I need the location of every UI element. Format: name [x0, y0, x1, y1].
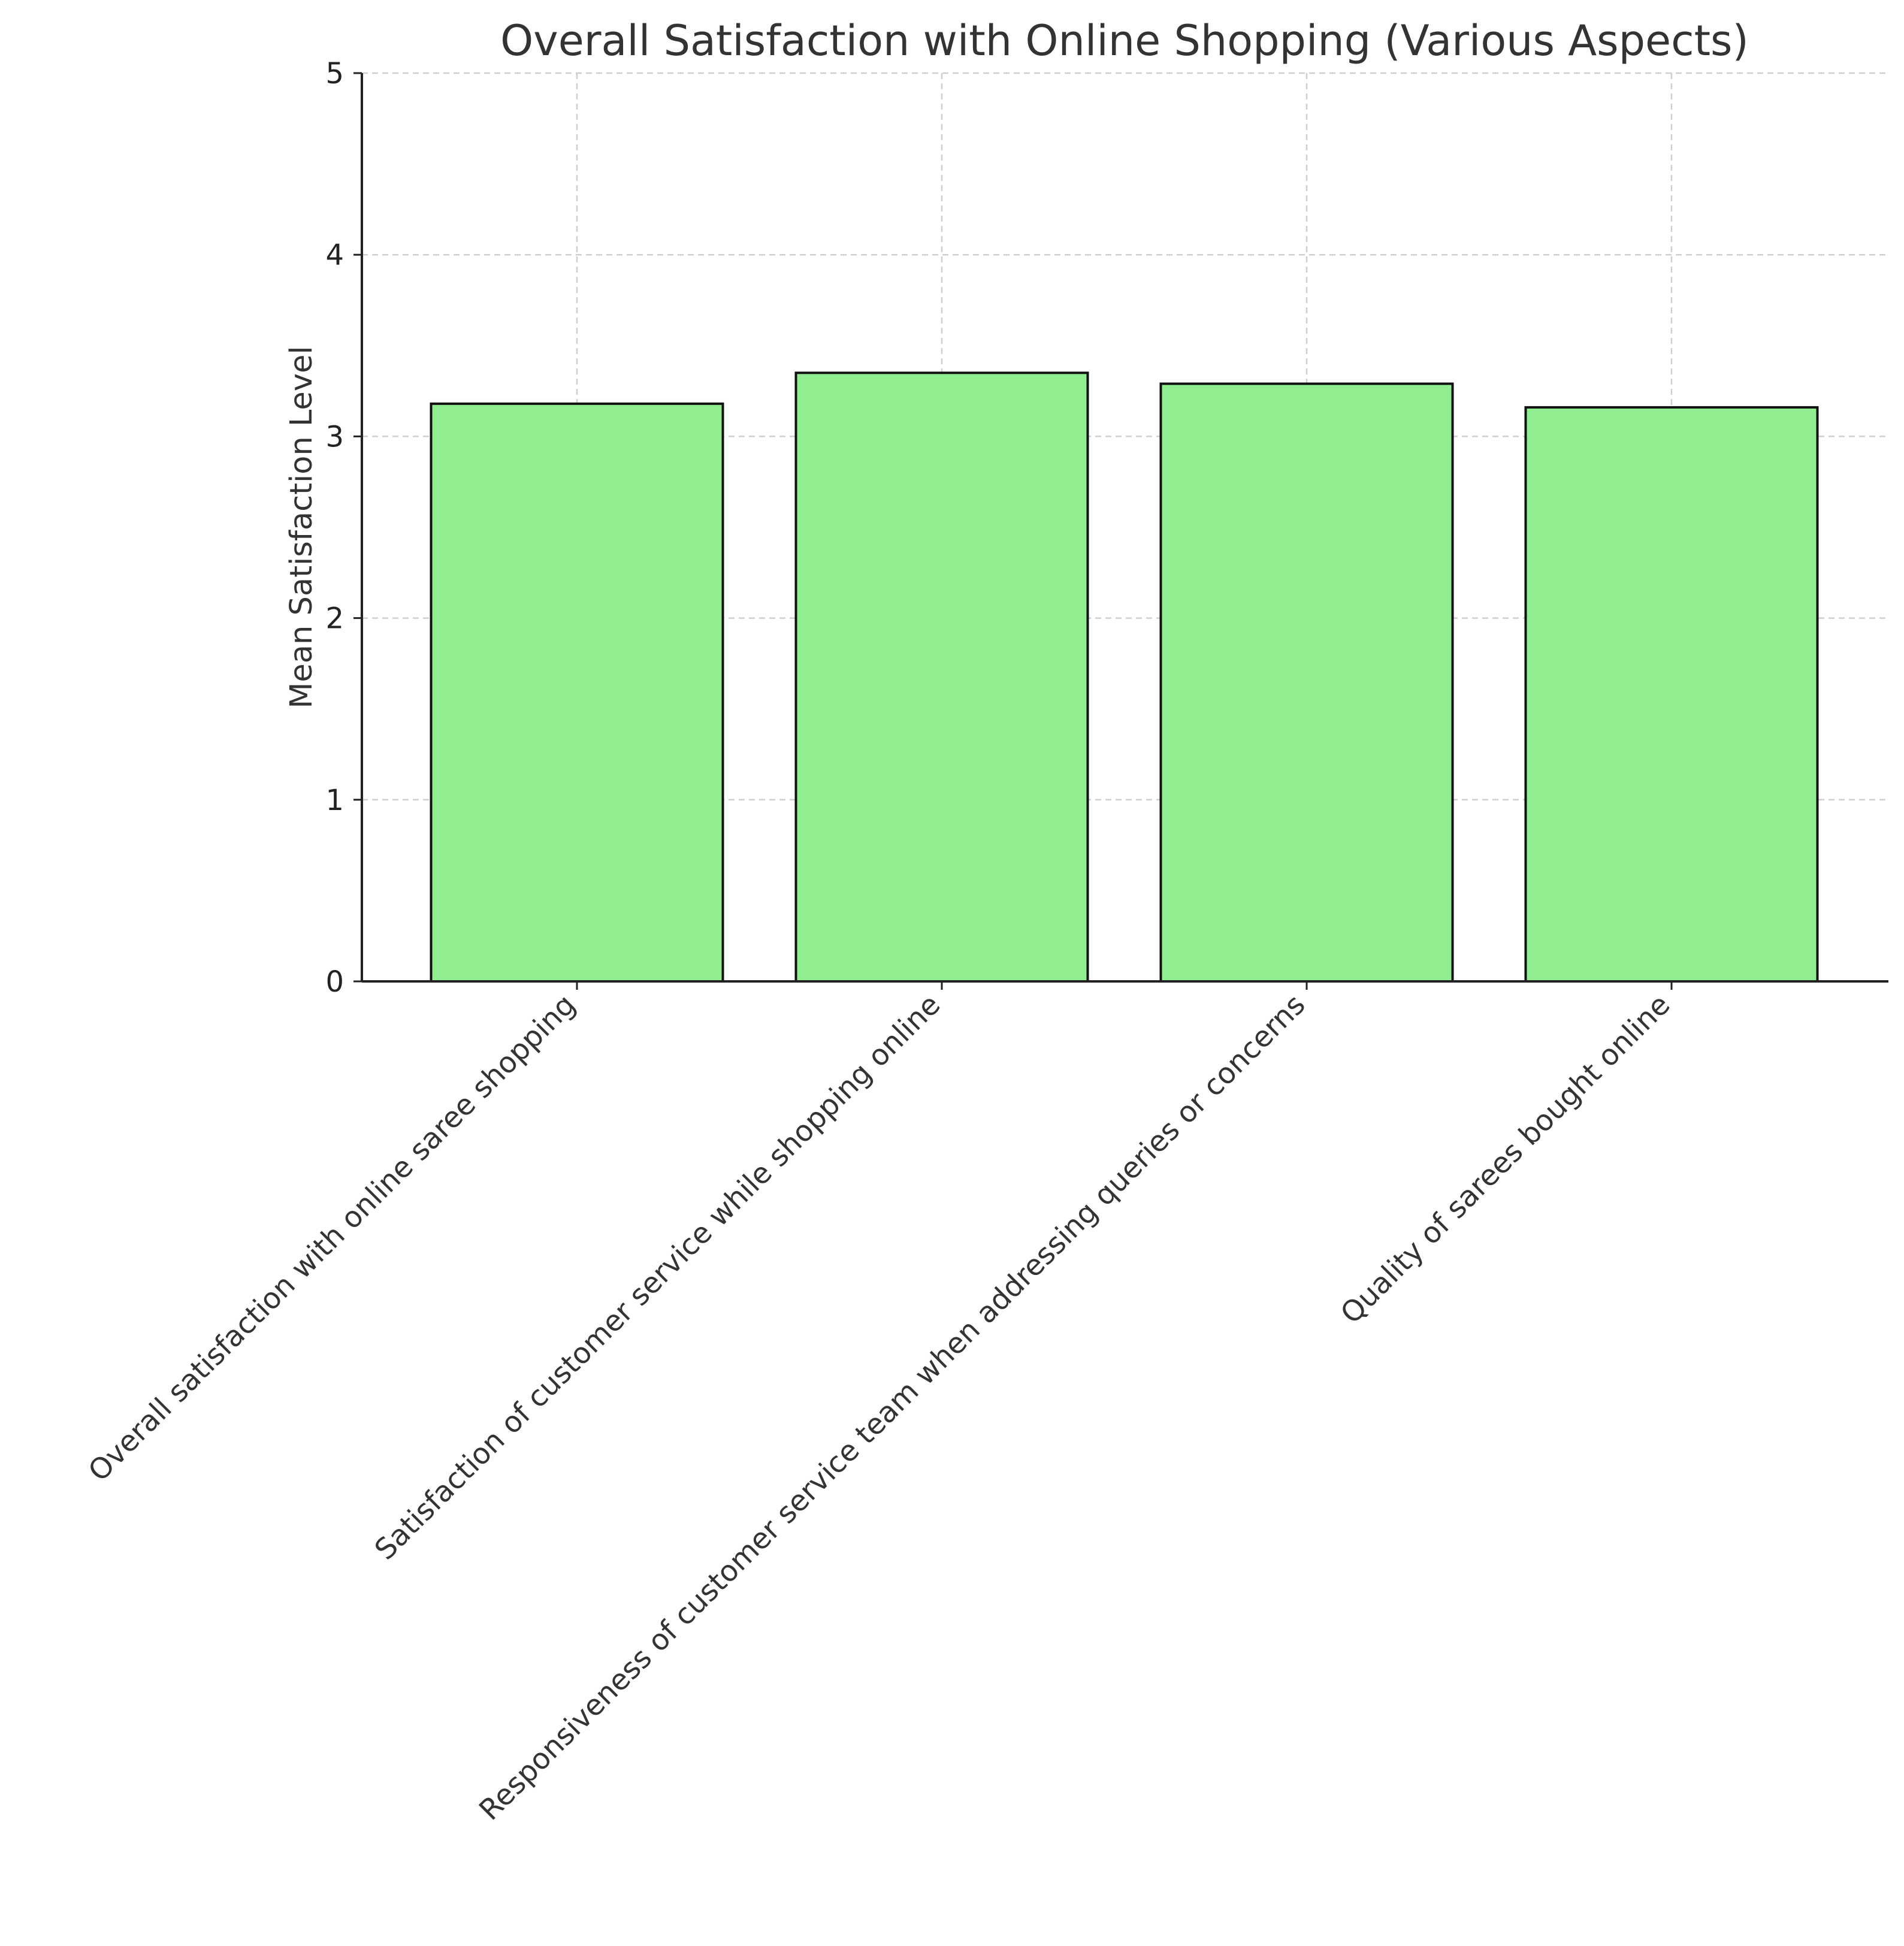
bar: [1159, 382, 1454, 983]
x-category-label: Quality of sarees bought online: [1334, 988, 1677, 1331]
bar: [430, 402, 724, 983]
x-category-label: Satisfaction of customer service while s…: [368, 988, 947, 1567]
bar-layer: [430, 371, 1819, 983]
chart-title: Overall Satisfaction with Online Shoppin…: [500, 16, 1749, 65]
x-category-label: Responsiveness of customer service team …: [473, 988, 1311, 1827]
y-tick-label: 1: [325, 784, 344, 817]
axis-layer: [353, 72, 1888, 990]
y-axis-label: Mean Satisfaction Level: [284, 346, 319, 708]
y-tick-label: 4: [325, 238, 344, 272]
bar: [794, 371, 1089, 983]
y-tick-label: 3: [325, 420, 344, 454]
y-tick-label: 2: [325, 602, 344, 636]
y-tick-label: 0: [325, 965, 344, 999]
bar: [1524, 406, 1819, 983]
y-tick-label: 5: [325, 57, 344, 90]
